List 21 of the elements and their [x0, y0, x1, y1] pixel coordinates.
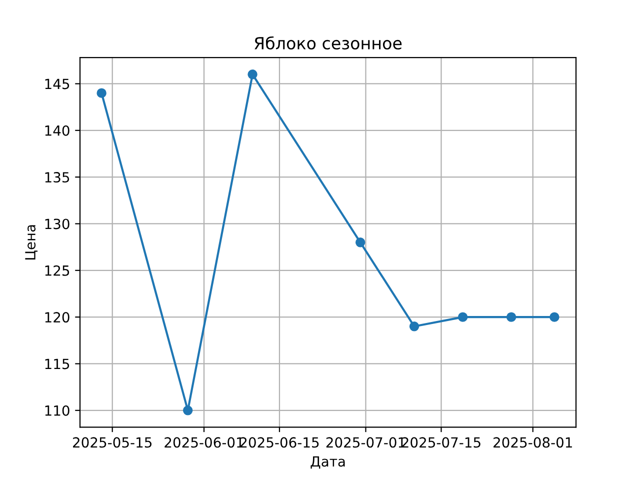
x-tick-label: 2025-05-15	[73, 437, 152, 448]
point	[248, 70, 258, 80]
y-axis-title: Цена	[25, 225, 38, 260]
point	[550, 312, 560, 322]
point	[96, 88, 106, 98]
y-tick-label: 115	[45, 358, 70, 370]
x-axis-title: Дата	[310, 456, 345, 469]
x-tick-label: 2025-08-01	[494, 437, 572, 448]
point	[458, 312, 468, 322]
y-tick-label: 140	[45, 125, 70, 136]
y-tick-label: 110	[45, 405, 70, 416]
y-tick-label: 125	[45, 265, 70, 276]
point	[182, 406, 193, 416]
point	[506, 312, 516, 322]
y-tick-label: 120	[45, 312, 70, 323]
point	[409, 322, 420, 332]
y-tick-label: 130	[45, 218, 70, 230]
chart-title: Яблоко сезонное	[254, 36, 402, 50]
y-tick-label: 135	[45, 172, 70, 183]
y-tick-label: 145	[45, 78, 70, 90]
point	[355, 238, 366, 248]
